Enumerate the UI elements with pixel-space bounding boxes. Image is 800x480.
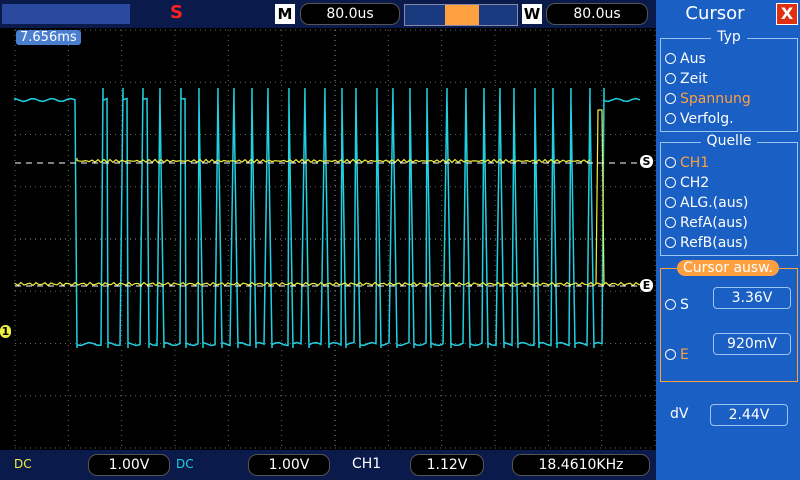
dv-value: 2.44V	[710, 404, 788, 426]
trigger-level: 1.12V	[410, 454, 484, 476]
window-time: 80.0us	[546, 3, 648, 25]
cursor-s-marker: S	[640, 155, 653, 168]
trigger-source: CH1	[352, 456, 382, 472]
trigger-position: 7.656ms	[16, 30, 81, 45]
select-group: Cursor ausw. S 3.36V E 920mV	[660, 260, 798, 382]
statusbar: DC 1.00V DC 1.00V CH1 1.12V 18.4610KHz	[0, 450, 656, 480]
close-button[interactable]: X	[776, 3, 798, 25]
option-selected[interactable]: E	[665, 347, 689, 363]
option[interactable]: Verfolg.	[665, 111, 734, 127]
toolbar: S M 80.0us W 80.0us	[0, 0, 656, 28]
ch2-scale: 1.00V	[248, 454, 330, 476]
option[interactable]: RefB(aus)	[665, 235, 748, 251]
option[interactable]: CH2	[665, 175, 709, 191]
cursor-e-marker: E	[640, 279, 653, 292]
window-label: W	[522, 4, 542, 24]
option[interactable]: S	[665, 297, 689, 313]
option-selected[interactable]: CH1	[665, 155, 709, 171]
ch2-trace	[14, 109, 649, 287]
e-value: 920mV	[713, 333, 791, 355]
select-title: Cursor ausw.	[677, 260, 779, 276]
group-title: Quelle	[700, 133, 758, 149]
channel-marker: 1	[0, 325, 11, 338]
s-value: 3.36V	[713, 287, 791, 309]
ch1-scale: 1.00V	[88, 454, 170, 476]
grid	[14, 29, 656, 449]
cursor-panel: Cursor X Typ Aus Zeit Spannung Verfolg. …	[656, 0, 800, 480]
option[interactable]: ALG.(aus)	[665, 195, 748, 211]
icons	[2, 4, 130, 24]
screen	[14, 29, 656, 449]
main-label: M	[275, 4, 295, 24]
option[interactable]: Zeit	[665, 71, 708, 87]
run-state: S	[170, 2, 183, 23]
option-selected[interactable]: Spannung	[665, 91, 751, 107]
ch1-trace	[14, 87, 641, 349]
main-time: 80.0us	[300, 3, 400, 25]
panel-title: Cursor	[685, 3, 745, 24]
option[interactable]: RefA(aus)	[665, 215, 748, 231]
ch1-coupling: DC	[14, 457, 32, 471]
source-group: Quelle CH1 CH2 ALG.(aus) RefA(aus) RefB(…	[660, 133, 798, 256]
type-group: Typ Aus Zeit Spannung Verfolg.	[660, 29, 798, 132]
frequency: 18.4610KHz	[512, 454, 650, 476]
option[interactable]: Aus	[665, 51, 706, 67]
window-indicator	[404, 4, 518, 26]
dv-label: dV	[670, 406, 689, 422]
ch2-coupling: DC	[176, 457, 194, 471]
group-title: Typ	[711, 29, 747, 45]
